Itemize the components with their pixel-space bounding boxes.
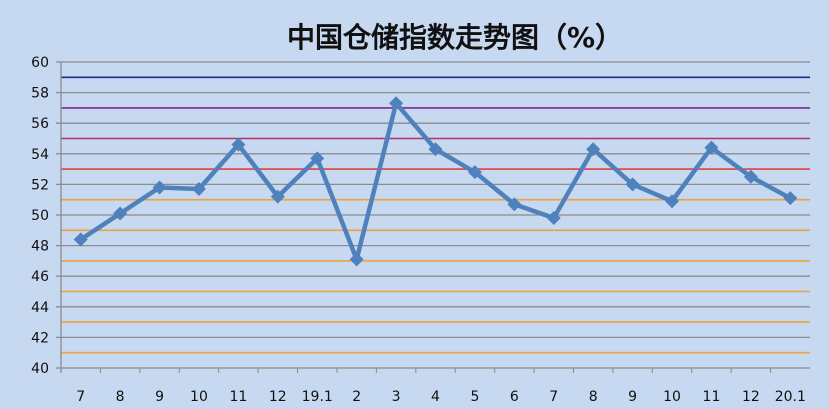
x-tick-label: 12 — [269, 389, 287, 405]
x-tick-label: 19.1 — [302, 389, 333, 405]
x-tick-label: 11 — [229, 389, 247, 405]
data-point — [507, 197, 522, 212]
y-tick-label: 42 — [31, 330, 49, 346]
x-tick-label: 3 — [392, 389, 401, 405]
data-point — [467, 165, 482, 180]
data-point — [665, 194, 680, 209]
data-point — [586, 142, 601, 157]
data-point — [546, 211, 561, 226]
x-tick-label: 11 — [703, 389, 721, 405]
x-tick-label: 20.1 — [775, 389, 806, 405]
x-tick-label: 4 — [431, 389, 440, 405]
data-point — [152, 180, 167, 195]
chart-title: 中国仓储指数走势图（%） — [287, 21, 623, 54]
data-point — [428, 142, 443, 157]
data-point — [743, 169, 758, 184]
y-tick-label: 52 — [31, 177, 49, 193]
data-point — [389, 96, 404, 111]
x-tick-label: 7 — [549, 389, 558, 405]
x-tick-label: 12 — [742, 389, 760, 405]
x-tick-label: 9 — [628, 389, 637, 405]
y-tick-label: 58 — [31, 86, 49, 102]
x-tick-label: 6 — [510, 389, 519, 405]
series-line — [79, 101, 792, 262]
x-tick-label: 10 — [190, 389, 208, 405]
data-point — [625, 177, 640, 192]
data-point — [704, 140, 719, 155]
y-tick-label: 50 — [31, 208, 49, 224]
y-tick-label: 60 — [31, 55, 49, 71]
y-tick-label: 40 — [31, 361, 49, 377]
x-tick-label: 2 — [352, 389, 361, 405]
data-point — [270, 189, 285, 204]
data-point — [73, 232, 88, 247]
y-tick-label: 48 — [31, 239, 49, 255]
x-tick-label: 10 — [663, 389, 681, 405]
data-point — [310, 151, 325, 166]
x-tick-label: 8 — [589, 389, 598, 405]
y-tick-label: 54 — [31, 147, 49, 163]
y-tick-label: 56 — [31, 116, 49, 132]
x-tick-label: 7 — [76, 389, 85, 405]
data-point — [231, 137, 246, 152]
data-point — [191, 181, 206, 196]
y-tick-label: 46 — [31, 269, 49, 285]
data-point — [113, 206, 128, 221]
x-tick-label: 9 — [155, 389, 164, 405]
x-tick-label: 8 — [116, 389, 125, 405]
data-point — [349, 252, 364, 267]
x-tick-label: 5 — [470, 389, 479, 405]
y-tick-label: 44 — [31, 300, 49, 316]
data-point — [783, 191, 798, 206]
